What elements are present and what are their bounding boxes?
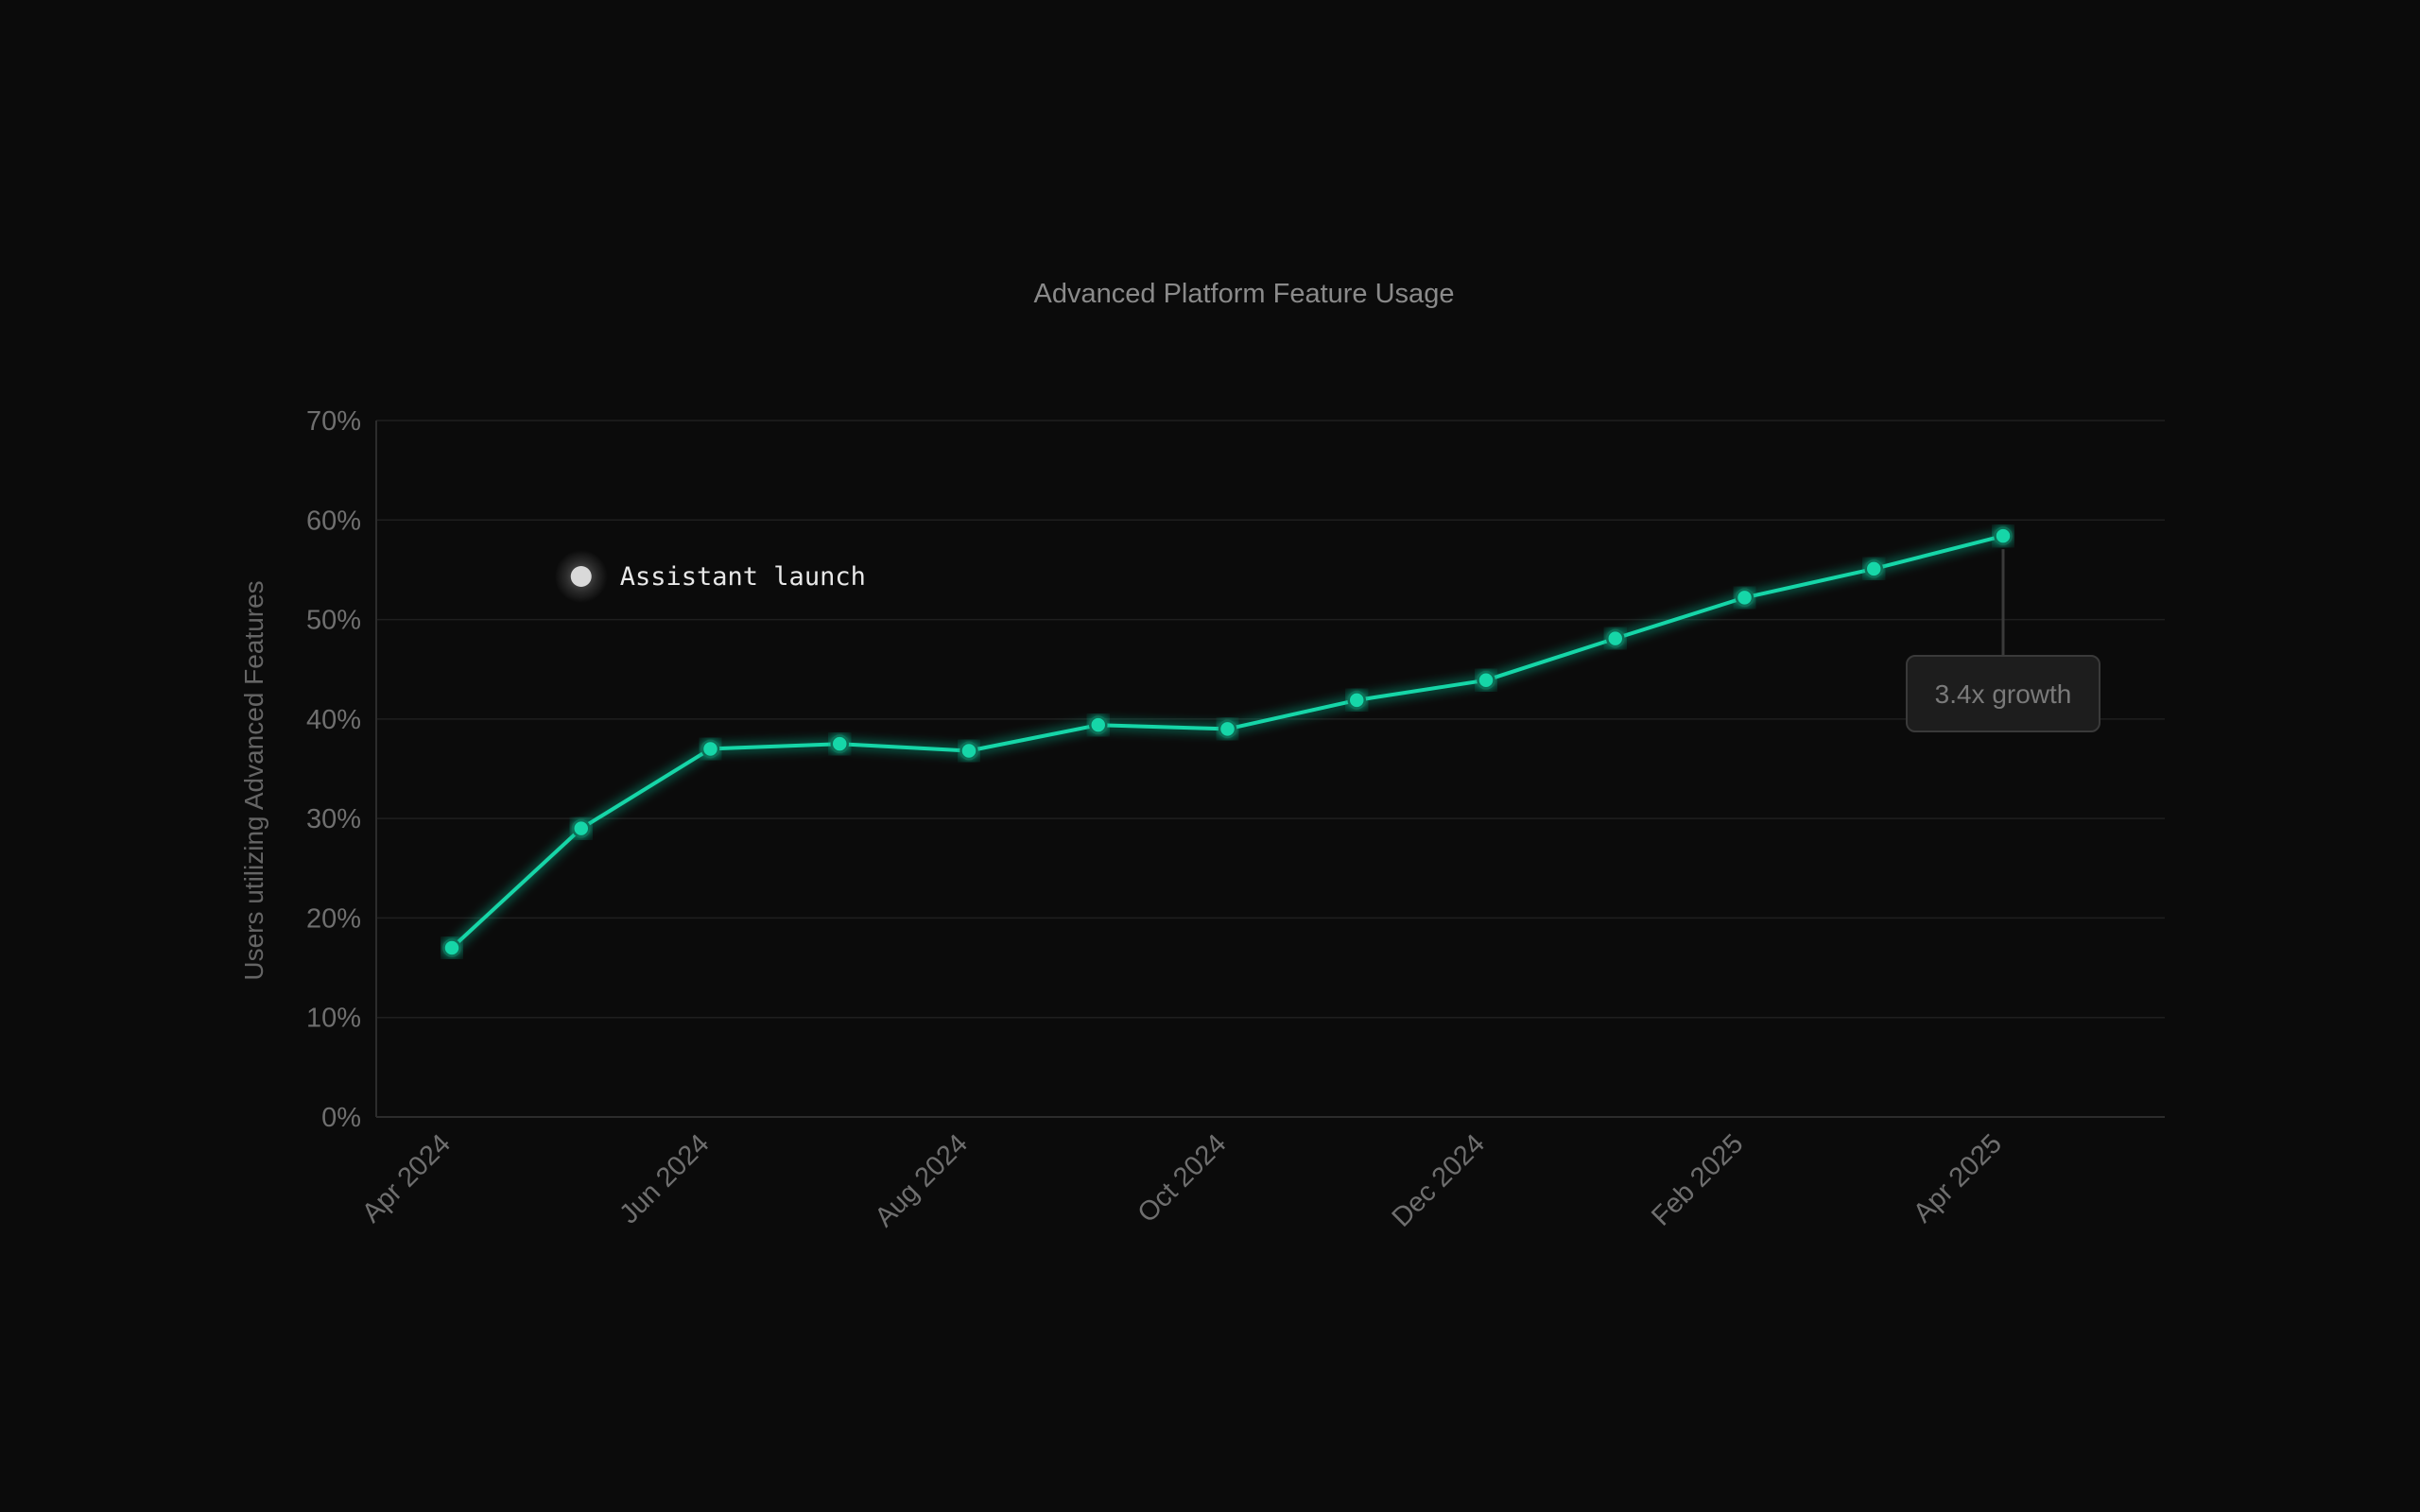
annotation-label: Assistant launch <box>620 562 866 592</box>
x-tick-label: Jun 2024 <box>614 1128 715 1229</box>
data-point <box>1347 691 1366 710</box>
y-tick-labels: 0% 10% 20% 30% 40% 50% 60% 70% <box>306 406 361 1133</box>
growth-annotation: 3.4x growth <box>1906 549 2100 732</box>
series-line <box>450 534 2005 950</box>
y-axis-label: Users utilizing Advanced Features <box>239 580 268 980</box>
data-point <box>1218 719 1237 739</box>
data-point <box>1477 671 1495 690</box>
x-tick-label: Oct 2024 <box>1132 1128 1233 1228</box>
assistant-launch-annotation: Assistant launch <box>554 550 866 818</box>
data-point <box>959 741 978 761</box>
y-tick-label: 30% <box>306 804 361 834</box>
data-point <box>830 734 849 753</box>
y-tick-label: 50% <box>306 606 361 636</box>
y-tick-label: 20% <box>306 903 361 934</box>
growth-badge <box>1906 655 2100 732</box>
data-point <box>700 739 720 759</box>
x-tick-label: Feb 2025 <box>1646 1128 1749 1231</box>
x-tick-label: Apr 2025 <box>1908 1128 2008 1228</box>
y-tick-label: 0% <box>321 1103 361 1133</box>
annotation-marker <box>570 566 592 587</box>
series-layer <box>442 526 2013 957</box>
x-tick-label: Apr 2024 <box>356 1128 457 1228</box>
data-point <box>572 818 591 838</box>
y-tick-label: 10% <box>306 1004 361 1034</box>
growth-badge-label: 3.4x growth <box>1935 679 2072 709</box>
data-point <box>1864 559 1883 578</box>
data-point <box>442 938 461 957</box>
x-tick-label: Aug 2024 <box>870 1128 974 1232</box>
y-tick-label: 40% <box>306 705 361 735</box>
data-point <box>1735 588 1754 608</box>
data-point <box>1606 628 1625 648</box>
data-point <box>1994 526 2013 545</box>
y-tick-label: 70% <box>306 406 361 437</box>
grid-lines <box>376 420 2165 1019</box>
x-tick-labels: Apr 2024 Jun 2024 Aug 2024 Oct 2024 Dec 2024… <box>356 1128 2008 1232</box>
y-tick-label: 60% <box>306 506 361 536</box>
chart-title: Advanced Platform Feature Usage <box>1034 279 1455 309</box>
axes <box>375 421 2165 1118</box>
x-tick-label: Dec 2024 <box>1387 1128 1491 1232</box>
data-point <box>1089 715 1108 734</box>
